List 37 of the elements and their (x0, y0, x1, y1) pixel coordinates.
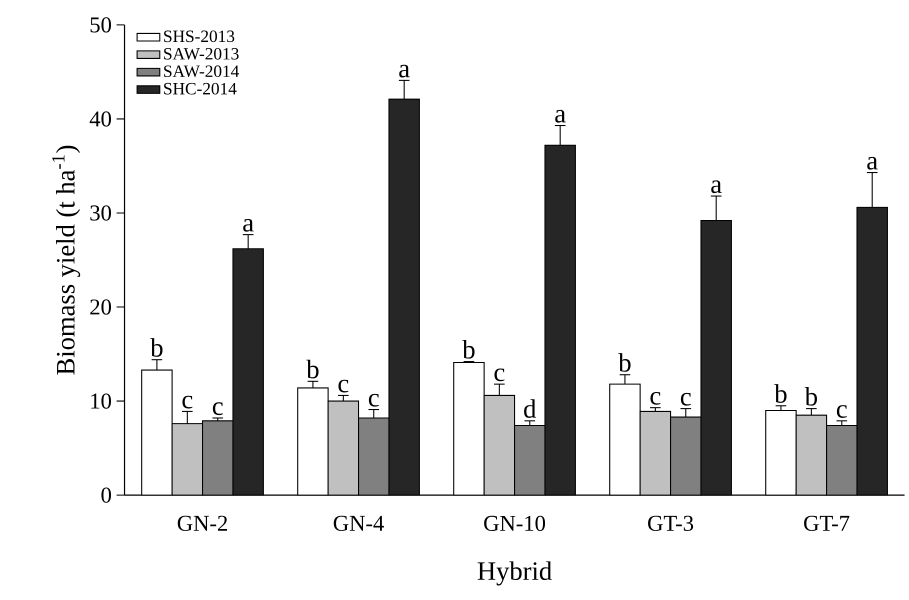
annotation: a (555, 110, 566, 123)
x-tick-label: GT-7 (804, 516, 850, 532)
x-tick-label: GN-2 (178, 516, 227, 532)
x-tick-label: GT-3 (648, 516, 694, 532)
x-tick-label: GN-10 (484, 516, 546, 532)
y-tick-label: 0 (101, 488, 112, 503)
annotation: c (212, 402, 223, 416)
annotation: c (680, 393, 691, 406)
annotation: a (711, 180, 722, 194)
y-tick-label: 10 (91, 394, 112, 409)
annotation: c (836, 405, 847, 418)
annotation: a (399, 64, 410, 78)
y-tick-label: 30 (90, 206, 112, 221)
y-tick-label: 20 (90, 300, 112, 315)
legend-label: SHC-2014 (164, 83, 237, 95)
annotation: b (618, 353, 631, 372)
legend-label: SHS-2013 (164, 30, 234, 42)
annotation: c (182, 396, 192, 409)
annotation: c (494, 368, 504, 382)
annotation: c (650, 392, 660, 405)
annotation: b (150, 338, 163, 357)
annotation: a (867, 157, 878, 170)
annotation: c (368, 394, 379, 407)
y-tick-label: 50 (90, 17, 112, 33)
annotation: d (524, 399, 536, 418)
x-tick-label: GN-4 (334, 516, 384, 532)
annotation: b (774, 384, 787, 403)
annotation: c (338, 380, 348, 393)
annotation: a (243, 219, 254, 232)
annotation: b (804, 387, 817, 406)
annotation: b (462, 340, 475, 359)
annotation: b (306, 360, 319, 379)
legend-label: SAW-2013 (164, 48, 239, 60)
y-axis-title: Biomass yield (t ha$^{-1}$) (52, 146, 80, 375)
y-tick-label: 40 (90, 111, 112, 127)
legend-label: SAW-2014 (164, 66, 240, 78)
x-axis-title: Hybrid (478, 561, 552, 586)
